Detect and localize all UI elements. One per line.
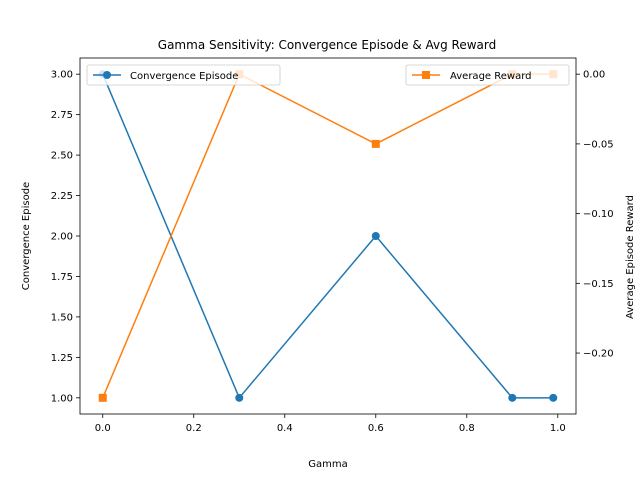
y-left-tick-label: 2.75 <box>51 110 73 121</box>
convergence-episode-point <box>371 232 380 240</box>
legend-left-box <box>86 64 281 86</box>
legend-left-marker <box>103 71 111 79</box>
legend-right-label: Average Reward <box>450 71 531 82</box>
y-left-tick-label: 3.00 <box>51 70 73 81</box>
y-left-tick-label: 2.00 <box>51 232 73 243</box>
legend-right-marker <box>422 71 430 79</box>
legend-right: Average Reward <box>405 64 570 86</box>
legend-right-box <box>405 64 570 86</box>
x-tick-label: 0.6 <box>368 423 384 434</box>
y-left-tick-label: 1.25 <box>51 353 73 364</box>
legend-left-label: Convergence Episode <box>130 71 238 82</box>
y-axis-left-label: Convergence Episode <box>21 182 32 290</box>
y-right-tick-label: −0.10 <box>583 209 614 220</box>
plot-frame <box>79 57 577 415</box>
y-left-tick-label: 2.50 <box>51 151 73 162</box>
y-right-tick-label: −0.15 <box>583 279 614 290</box>
y-left-tick-label: 1.50 <box>51 312 73 323</box>
legend-left: Convergence Episode <box>86 64 281 86</box>
average-reward-point <box>371 139 380 148</box>
y-right-tick-label: −0.20 <box>583 349 614 360</box>
y-right-tick-label: 0.00 <box>583 70 605 81</box>
plot-area <box>98 70 558 402</box>
x-tick-label: 0.8 <box>459 423 475 434</box>
x-tick-label: 0.2 <box>186 423 202 434</box>
convergence-episode-point <box>549 393 558 402</box>
x-tick-label: 1.0 <box>550 423 566 434</box>
x-axis-label: Gamma <box>308 459 348 470</box>
y-axis-left: 1.00 1.25 1.50 1.75 2.00 2.25 2.50 2.75 3.00 <box>51 70 80 404</box>
y-axis-right-label: Average Episode Reward <box>625 195 636 319</box>
x-tick-label: 0.4 <box>277 423 293 434</box>
y-left-tick-label: 1.75 <box>51 272 73 283</box>
convergence-episode-point <box>508 393 517 402</box>
average-reward-point <box>98 393 107 402</box>
y-left-tick-label: 2.25 <box>51 191 73 202</box>
y-axis-right: 0.00 −0.05 −0.10 −0.15 −0.20 <box>576 70 614 360</box>
chart-title: Gamma Sensitivity: Convergence Episode &… <box>158 38 496 52</box>
average-reward-line <box>102 73 554 399</box>
y-left-tick-label: 1.00 <box>51 393 73 404</box>
convergence-episode-point <box>235 393 244 402</box>
x-axis: 0.0 0.2 0.4 0.6 0.8 1.0 <box>95 414 566 434</box>
x-tick-label: 0.0 <box>95 423 111 434</box>
y-right-tick-label: −0.05 <box>583 139 614 150</box>
